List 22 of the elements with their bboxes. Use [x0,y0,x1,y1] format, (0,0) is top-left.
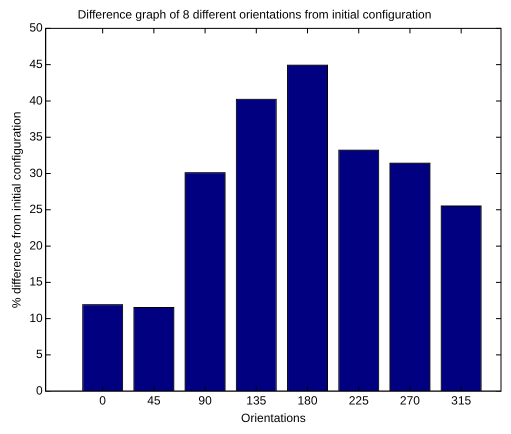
y-tick-label: 0 [36,384,44,398]
y-tick-label: 30 [29,166,44,180]
y-tick-label: 20 [29,238,44,252]
y-tick-label: 15 [29,274,44,289]
y-tick-label: 50 [29,20,44,35]
x-tick-label: 315 [451,394,472,408]
x-tick-label: 180 [298,394,318,408]
y-axis-title: % difference from initial configuration [10,112,24,308]
y-tick-label: 5 [36,347,44,362]
y-tick-label: 35 [29,130,44,144]
x-tick-label: 135 [246,394,267,408]
y-tick-label: 25 [29,202,44,216]
x-axis-title: Orientations [241,411,306,426]
y-tick-label: 40 [29,93,44,108]
x-tick-label: 90 [198,394,212,408]
x-tick-label: 0 [99,394,106,408]
y-tick-label: 45 [29,56,44,71]
x-tick-label: 225 [348,394,370,408]
chart-title: Difference graph of 8 different orientations from initial configuration [78,8,432,22]
y-tick-label: 10 [29,310,44,325]
x-tick-label: 45 [147,394,161,408]
x-tick-label: 270 [400,394,420,408]
